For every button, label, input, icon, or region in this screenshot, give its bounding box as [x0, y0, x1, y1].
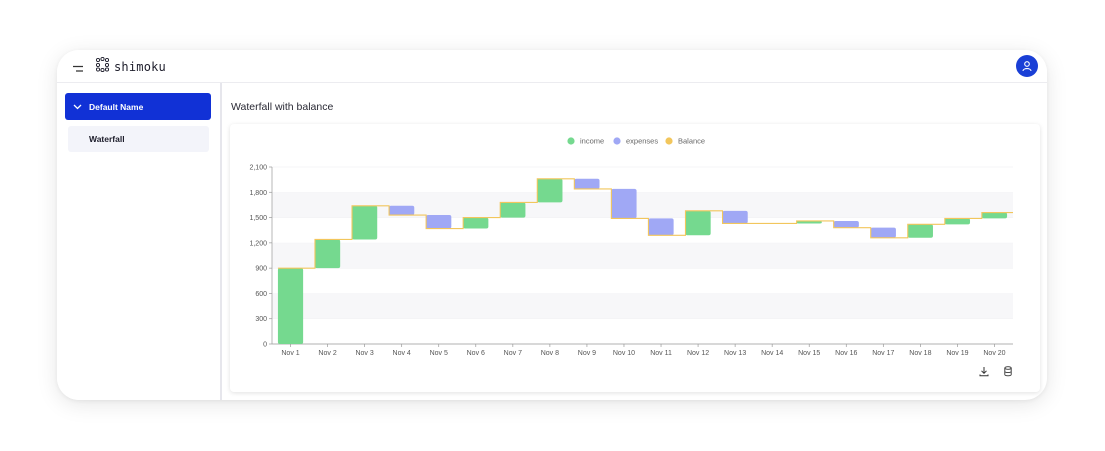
legend-item: Balance: [665, 137, 705, 146]
x-tick-label: Nov 19: [946, 350, 968, 357]
grid-band: [272, 293, 1013, 319]
grid-band: [272, 192, 1013, 218]
x-tick-label: Nov 12: [687, 350, 709, 357]
sidebar: Default Name Waterfall: [57, 83, 222, 400]
income-bar: [537, 178, 563, 203]
user-avatar[interactable]: [1016, 55, 1038, 77]
y-tick-label: 900: [255, 266, 267, 273]
y-tick-label: 0: [263, 342, 267, 349]
expenses-bar: [574, 178, 600, 189]
x-tick-label: Nov 2: [318, 350, 336, 357]
income-bar: [500, 202, 526, 218]
grid-band: [272, 268, 1013, 294]
expenses-bar: [426, 215, 452, 229]
legend-swatch: [665, 137, 673, 145]
x-tick-label: Nov 10: [613, 350, 635, 357]
x-tick-label: Nov 15: [798, 350, 820, 357]
download-button[interactable]: [977, 364, 991, 378]
x-tick-label: Nov 1: [281, 350, 299, 357]
expenses-bar: [389, 205, 415, 216]
x-tick-label: Nov 20: [983, 350, 1005, 357]
x-tick-label: Nov 14: [761, 350, 783, 357]
legend-label: income: [580, 137, 604, 146]
x-tick-label: Nov 4: [393, 350, 411, 357]
income-bar: [352, 205, 378, 240]
grid-band: [272, 167, 1013, 193]
x-tick-label: Nov 11: [650, 350, 672, 357]
expenses-bar: [833, 220, 859, 228]
income-bar: [685, 210, 711, 236]
x-tick-label: Nov 18: [909, 350, 931, 357]
waterfall-chart: 0 300 600 900 1,200 1,500 1,800 2,100 income exp…: [249, 137, 1016, 378]
x-tick-label: Nov 8: [541, 350, 559, 357]
chevron-down-icon: [73, 104, 82, 110]
logo[interactable]: shimoku: [95, 56, 166, 76]
income-bar: [981, 212, 1008, 219]
sidebar-item-label: Waterfall: [89, 134, 125, 144]
income-bar: [463, 217, 489, 229]
legend-swatch: [567, 137, 575, 145]
page-title: Waterfall with balance: [231, 101, 334, 113]
grid-band: [272, 242, 1013, 269]
legend-label: expenses: [626, 137, 658, 146]
legend-swatch: [613, 137, 621, 145]
sidebar-item-waterfall[interactable]: Waterfall: [68, 126, 209, 152]
sidebar-group-label: Default Name: [89, 101, 144, 112]
data-button[interactable]: [1002, 364, 1016, 378]
y-tick-label: 1,800: [249, 190, 267, 197]
x-tick-label: Nov 16: [835, 350, 857, 357]
x-tick-label: Nov 7: [504, 350, 522, 357]
grid-band: [272, 217, 1013, 243]
income-bar: [796, 220, 822, 224]
y-tick-label: 1,200: [249, 240, 267, 247]
y-tick-label: 600: [255, 291, 267, 298]
x-tick-label: Nov 5: [430, 350, 448, 357]
balance-line: [277, 178, 1013, 269]
x-tick-label: Nov 17: [872, 350, 894, 357]
legend-item: income: [567, 137, 604, 146]
sidebar-group-default-name[interactable]: Default Name: [65, 93, 211, 120]
income-bar: [277, 268, 304, 344]
y-tick-label: 1,500: [249, 215, 267, 222]
y-tick-label: 2,100: [249, 165, 267, 172]
shimoku-logo-icon: [95, 56, 110, 76]
x-tick-label: Nov 3: [355, 350, 373, 357]
database-icon: [1004, 366, 1012, 377]
income-bar: [944, 218, 971, 225]
download-icon: [979, 367, 989, 377]
expenses-bar: [870, 227, 896, 238]
expenses-bar: [722, 210, 748, 224]
menu-icon[interactable]: [71, 60, 85, 72]
legend-item: expenses: [613, 137, 658, 146]
x-tick-label: Nov 9: [578, 350, 596, 357]
legend-label: Balance: [678, 137, 705, 146]
app-window: shimoku Default Name Waterfall Waterfall…: [57, 50, 1047, 400]
user-icon: [1021, 57, 1033, 76]
y-tick-label: 300: [255, 316, 267, 323]
expenses-bar: [611, 188, 637, 219]
grid-band: [272, 318, 1013, 344]
x-tick-label: Nov 13: [724, 350, 746, 357]
top-bar: shimoku: [57, 50, 1047, 83]
income-bar: [907, 224, 933, 238]
x-tick-label: Nov 6: [467, 350, 485, 357]
logo-text: shimoku: [114, 59, 166, 74]
expenses-bar: [648, 218, 674, 236]
income-bar: [314, 239, 341, 269]
chart-card: 0 300 600 900 1,200 1,500 1,800 2,100 income exp…: [230, 124, 1040, 392]
